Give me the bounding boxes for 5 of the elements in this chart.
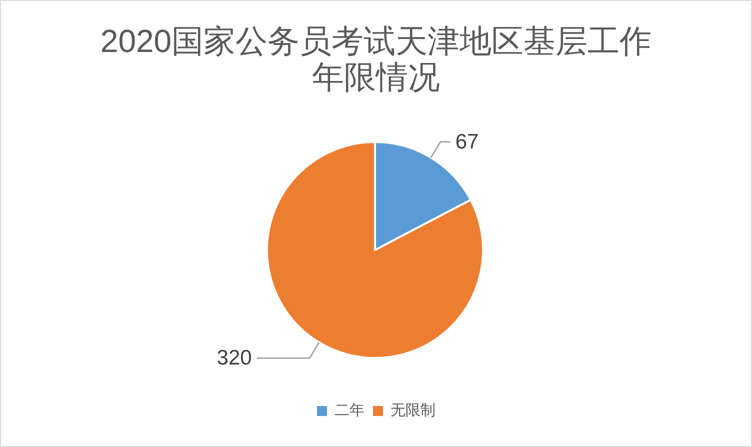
data-label: 67 — [455, 130, 479, 154]
legend-label: 二年 — [334, 401, 364, 420]
chart-title: 2020国家公务员考试天津地区基层工作年限情况 — [99, 23, 653, 95]
data-label: 320 — [216, 346, 252, 370]
legend-label: 无限制 — [390, 401, 436, 420]
